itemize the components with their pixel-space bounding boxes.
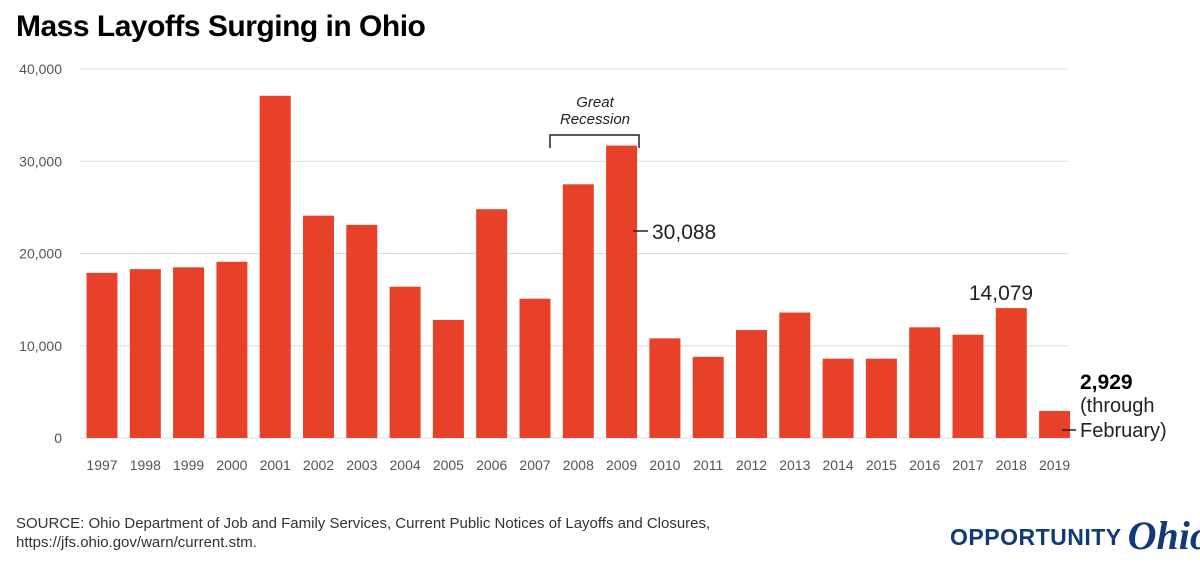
bar-chart: 0 10,000 20,000 30,000 40,000 1997 1998 1999 20… (19, 61, 1167, 473)
bar-2015 (865, 358, 897, 438)
x-tick-label: 2006 (476, 457, 507, 473)
x-tick-label: 2012 (736, 457, 767, 473)
bar-2005 (432, 319, 464, 438)
source-line-2: https://jfs.ohio.gov/warn/current.stm. (16, 534, 257, 551)
bar-2004 (389, 286, 421, 438)
x-axis-ticks: 1997 1998 1999 2000 2001 2002 2003 2004 2005 2006… (86, 457, 1070, 473)
annotation-2018-value: 14,079 (969, 282, 1033, 305)
x-tick-label: 1997 (86, 457, 117, 473)
y-tick-label: 10,000 (19, 338, 62, 354)
x-tick-label: 2005 (433, 457, 464, 473)
logo-script: Ohio (1127, 512, 1200, 558)
bar-2007 (519, 298, 551, 438)
annotation-2019-value: 2,929 (1080, 371, 1133, 394)
bar-2009 (606, 145, 638, 438)
annotation-2019-line3: February) (1080, 420, 1167, 442)
bar-2002 (303, 215, 334, 438)
source-line-1: SOURCE: Ohio Department of Job and Famil… (16, 515, 711, 532)
bar-1999 (173, 267, 205, 438)
bar-2018 (995, 308, 1027, 438)
bar-2014 (822, 358, 854, 438)
x-tick-label: 2004 (390, 457, 421, 473)
x-tick-label: 2009 (606, 457, 637, 473)
x-tick-label: 2011 (693, 457, 723, 473)
x-tick-label: 2002 (303, 457, 334, 473)
y-tick-label: 40,000 (19, 61, 62, 77)
x-tick-label: 2015 (866, 457, 897, 473)
x-tick-label: 2001 (260, 457, 291, 473)
logo-word: OPPORTUNITY (950, 523, 1122, 550)
x-tick-label: 2017 (952, 457, 983, 473)
bars (86, 95, 1071, 438)
annotation-2019-line2: (through (1080, 395, 1155, 417)
opportunity-ohio-logo: OPPORTUNITY Ohio (950, 512, 1200, 562)
bar-2000 (216, 261, 248, 438)
x-tick-label: 2019 (1039, 457, 1070, 473)
source-note: SOURCE: Ohio Department of Job and Famil… (16, 514, 776, 552)
annotation-2009: 30,088 (633, 221, 716, 244)
recession-label-line1: Great (576, 94, 614, 111)
bar-1997 (86, 272, 118, 438)
bar-2003 (346, 224, 378, 438)
x-tick-label: 1998 (130, 457, 161, 473)
x-tick-label: 2014 (823, 457, 854, 473)
bar-2016 (909, 327, 941, 438)
x-tick-label: 1999 (173, 457, 204, 473)
bar-2012 (736, 330, 767, 438)
recession-annotation: Great Recession (549, 94, 640, 148)
x-tick-label: 2018 (996, 457, 1027, 473)
bar-2019 (1039, 410, 1071, 438)
y-tick-label: 0 (54, 430, 62, 446)
x-tick-label: 2008 (563, 457, 594, 473)
x-tick-label: 2000 (216, 457, 247, 473)
x-tick-label: 2003 (346, 457, 377, 473)
chart-title: Mass Layoffs Surging in Ohio (16, 10, 426, 43)
bar-2008 (562, 184, 594, 438)
annotation-2019: 2,929 (through February) (1062, 371, 1167, 442)
y-axis-ticks: 0 10,000 20,000 30,000 40,000 (19, 61, 62, 446)
annotation-2009-value: 30,088 (652, 221, 716, 244)
x-tick-label: 2016 (909, 457, 940, 473)
bar-1998 (129, 269, 161, 438)
y-tick-label: 20,000 (19, 246, 62, 262)
recession-bracket (549, 134, 640, 148)
x-tick-label: 2010 (649, 457, 680, 473)
bar-2013 (779, 312, 811, 438)
recession-label-line2: Recession (560, 111, 630, 128)
y-tick-label: 30,000 (19, 153, 62, 169)
bar-2017 (952, 334, 984, 438)
bar-2001 (259, 95, 291, 438)
x-tick-label: 2007 (519, 457, 550, 473)
bar-2010 (649, 338, 681, 438)
x-tick-label: 2013 (779, 457, 810, 473)
bar-2011 (692, 356, 724, 438)
bar-2006 (476, 209, 508, 438)
